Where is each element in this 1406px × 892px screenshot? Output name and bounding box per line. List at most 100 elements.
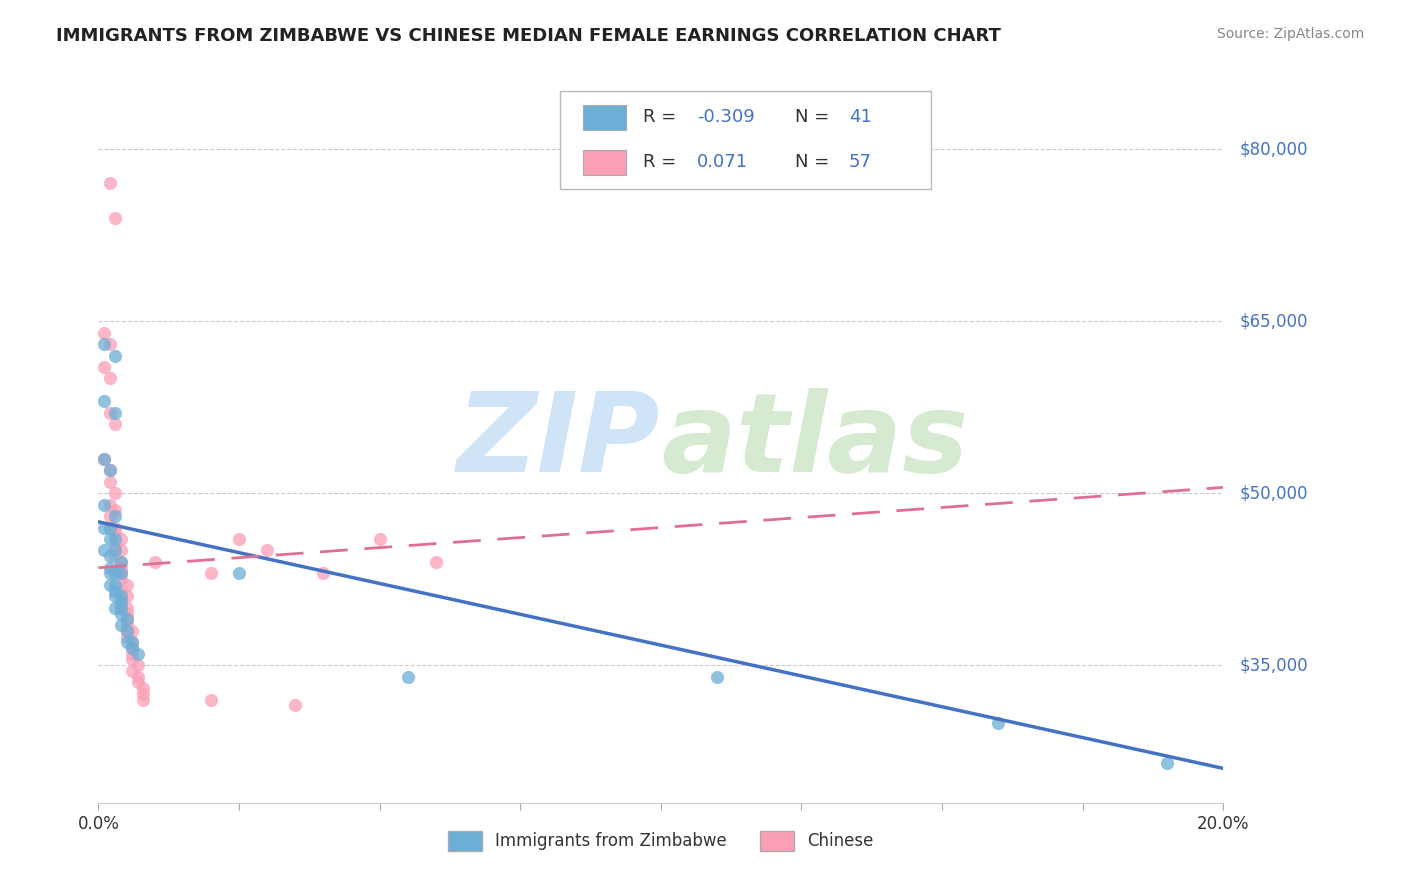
Point [115, 600, 138, 615]
Point [98, 560, 121, 574]
Point [93, 359, 115, 374]
Point [115, 612, 138, 626]
Point [98, 566, 121, 581]
Point [104, 538, 127, 552]
Point [115, 612, 138, 626]
Text: -0.309: -0.309 [697, 108, 755, 127]
Text: $50,000: $50,000 [1240, 484, 1309, 502]
Point [98, 371, 121, 385]
Point [127, 670, 149, 684]
Text: 57: 57 [849, 153, 872, 171]
Point [93, 543, 115, 558]
Point [121, 635, 143, 649]
Point [110, 543, 132, 558]
Point [110, 583, 132, 598]
Point [104, 406, 127, 420]
Point [98, 532, 121, 546]
Point [121, 647, 143, 661]
Point [110, 595, 132, 609]
Point [104, 566, 127, 581]
Point [110, 607, 132, 621]
Point [132, 681, 155, 695]
Point [104, 532, 127, 546]
Point [132, 692, 155, 706]
Point [93, 337, 115, 351]
Point [104, 520, 127, 534]
Point [121, 640, 143, 655]
Point [987, 715, 1010, 730]
Text: $80,000: $80,000 [1240, 140, 1309, 158]
Point [104, 578, 127, 592]
Text: N =: N = [794, 153, 835, 171]
Point [104, 526, 127, 541]
Point [104, 349, 127, 363]
Point [93, 520, 115, 534]
Point [127, 658, 149, 673]
Text: Source: ZipAtlas.com: Source: ZipAtlas.com [1216, 27, 1364, 41]
Point [228, 566, 250, 581]
Point [115, 630, 138, 644]
Point [368, 532, 391, 546]
Point [104, 509, 127, 524]
Point [110, 532, 132, 546]
Point [115, 607, 138, 621]
Point [121, 640, 143, 655]
Point [110, 566, 132, 581]
Point [110, 618, 132, 632]
Point [127, 675, 149, 690]
Point [104, 549, 127, 564]
Text: ZIP: ZIP [457, 388, 661, 495]
Point [98, 463, 121, 477]
Point [121, 635, 143, 649]
Point [200, 692, 222, 706]
Point [98, 475, 121, 489]
Point [127, 647, 149, 661]
Point [312, 566, 335, 581]
Point [110, 560, 132, 574]
Text: 0.071: 0.071 [697, 153, 748, 171]
Point [115, 635, 138, 649]
Point [115, 618, 138, 632]
Point [104, 590, 127, 604]
Point [110, 590, 132, 604]
Point [98, 177, 121, 191]
Point [1156, 756, 1178, 770]
Point [706, 670, 728, 684]
Point [121, 664, 143, 678]
Point [104, 600, 127, 615]
Text: $35,000: $35,000 [1240, 657, 1309, 674]
Point [110, 555, 132, 569]
Point [256, 543, 278, 558]
Text: R =: R = [643, 153, 682, 171]
Point [98, 520, 121, 534]
Point [115, 590, 138, 604]
Point [132, 687, 155, 701]
Point [121, 652, 143, 666]
Point [200, 566, 222, 581]
Point [425, 555, 447, 569]
Point [98, 509, 121, 524]
Text: N =: N = [794, 108, 835, 127]
Point [93, 498, 115, 512]
Point [98, 406, 121, 420]
Text: atlas: atlas [661, 388, 969, 495]
Point [98, 578, 121, 592]
Point [98, 549, 121, 564]
Point [110, 555, 132, 569]
Point [396, 670, 419, 684]
Point [110, 600, 132, 615]
Point [110, 572, 132, 586]
Point [104, 211, 127, 225]
Bar [583, 150, 626, 175]
Point [121, 624, 143, 638]
Point [104, 503, 127, 517]
Point [110, 566, 132, 581]
Point [110, 600, 132, 615]
FancyBboxPatch shape [560, 91, 931, 189]
Point [143, 555, 166, 569]
Text: $65,000: $65,000 [1240, 312, 1309, 330]
Text: 41: 41 [849, 108, 872, 127]
Point [93, 451, 115, 466]
Point [98, 337, 121, 351]
Point [104, 486, 127, 500]
